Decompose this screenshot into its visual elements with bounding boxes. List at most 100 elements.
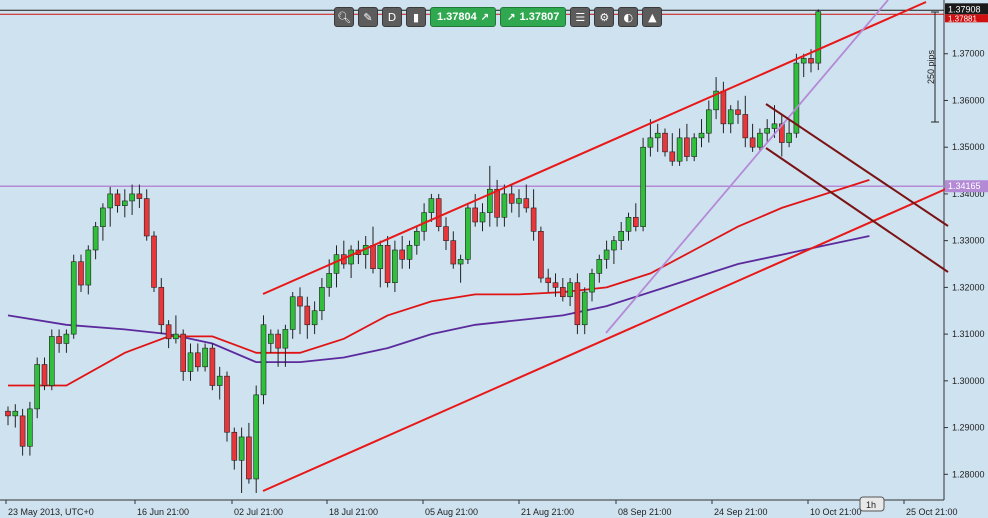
candle-body bbox=[48, 336, 55, 386]
candle-body bbox=[757, 132, 763, 148]
y-tick-label: 1.31000 bbox=[952, 329, 985, 339]
y-tick-label: 1.28000 bbox=[952, 469, 985, 479]
buy-price-button[interactable]: ↗ 1.37807 bbox=[500, 7, 567, 27]
candle-body bbox=[647, 137, 654, 148]
y-tick-label: 1.32000 bbox=[952, 282, 985, 292]
y-tick-label: 1.35000 bbox=[952, 142, 985, 152]
candle-body bbox=[216, 375, 223, 386]
candle-body bbox=[727, 109, 734, 125]
descending-channel-upper bbox=[765, 103, 949, 227]
candle-body bbox=[333, 254, 340, 274]
upper-channel-line bbox=[262, 1, 927, 295]
sell-price-button[interactable]: 1.37804 ↗ bbox=[430, 7, 497, 27]
candle-body bbox=[384, 245, 391, 284]
trend-line-purple bbox=[605, 0, 889, 334]
candle-body bbox=[530, 207, 537, 232]
candle-body bbox=[399, 249, 406, 260]
x-tick-label: 25 Oct 21:00 bbox=[906, 507, 958, 517]
candle-body bbox=[559, 287, 566, 298]
timeframe-d1-icon[interactable]: D bbox=[382, 7, 402, 27]
candle-body bbox=[238, 436, 245, 461]
candle-body bbox=[143, 198, 150, 237]
ask-price: 1.37807 bbox=[519, 11, 560, 23]
candle-body bbox=[85, 249, 92, 286]
candle-body bbox=[27, 408, 33, 447]
x-tick-label: 02 Jul 21:00 bbox=[234, 507, 283, 517]
candle-body bbox=[625, 216, 632, 232]
candle-body bbox=[122, 200, 128, 206]
candle-body bbox=[618, 231, 625, 241]
candle-body bbox=[611, 240, 617, 251]
candles-icon[interactable]: ▮ bbox=[406, 7, 426, 27]
candle-body bbox=[107, 193, 113, 209]
candle-body bbox=[669, 151, 676, 162]
current-price-box bbox=[945, 3, 988, 15]
candle-body bbox=[202, 347, 208, 368]
candle-body bbox=[78, 261, 84, 286]
x-tick-label: 24 Sep 21:00 bbox=[714, 507, 768, 517]
y-tick-label: 1.29000 bbox=[952, 423, 985, 433]
candle-body bbox=[508, 193, 515, 204]
candle-body bbox=[428, 198, 435, 213]
candle-body bbox=[70, 261, 77, 335]
candle-body bbox=[406, 245, 413, 260]
candle-body bbox=[41, 364, 48, 386]
horizontal-level-box bbox=[945, 180, 988, 193]
candle-body bbox=[282, 329, 289, 349]
candle-body bbox=[319, 287, 325, 312]
candle-body bbox=[19, 415, 26, 447]
candle-body bbox=[581, 291, 588, 326]
horizontal-level-label: 1.34165 bbox=[948, 181, 981, 191]
candle-body bbox=[523, 198, 530, 209]
zoom-icon[interactable]: 🔍︎ bbox=[334, 7, 354, 27]
candle-body bbox=[501, 193, 508, 218]
candle-body bbox=[34, 364, 41, 410]
current-price-label: 1.37908 bbox=[948, 4, 981, 14]
y-tick-label: 1.34000 bbox=[952, 189, 985, 199]
candle-body bbox=[289, 296, 296, 330]
candle-body bbox=[567, 282, 573, 298]
list-icon[interactable]: ☰ bbox=[570, 7, 591, 27]
descending-channel-lower bbox=[765, 147, 949, 273]
up-arrow-icon: ↗ bbox=[480, 11, 490, 23]
candle-body bbox=[231, 431, 238, 461]
gear-icon[interactable]: ⚙ bbox=[594, 7, 615, 27]
candle-body bbox=[545, 277, 552, 284]
candle-body bbox=[195, 352, 201, 368]
candle-body bbox=[165, 324, 172, 340]
candle-body bbox=[632, 216, 639, 227]
bid-price-box bbox=[945, 14, 988, 23]
crosshair-icon[interactable]: ✎ bbox=[358, 7, 378, 27]
candle-body bbox=[538, 231, 544, 279]
x-tick-label: 18 Jul 21:00 bbox=[329, 507, 378, 517]
screenshot-icon[interactable]: ▲ bbox=[642, 7, 663, 27]
candle-body bbox=[640, 146, 646, 227]
candle-body bbox=[450, 240, 457, 265]
measure-label: 250 pips bbox=[926, 49, 936, 84]
theme-icon[interactable]: ◐ bbox=[618, 7, 639, 27]
candle-body bbox=[705, 109, 712, 134]
candle-body bbox=[800, 58, 807, 64]
candle-body bbox=[815, 11, 822, 64]
y-tick-label: 1.33000 bbox=[952, 236, 985, 246]
x-tick-label: 10 Oct 21:00 bbox=[810, 507, 862, 517]
x-tick-label: 08 Sep 21:00 bbox=[618, 507, 672, 517]
timeframe-badge bbox=[859, 496, 885, 512]
candle-body bbox=[808, 58, 814, 64]
candle-body bbox=[596, 259, 603, 274]
candle-body bbox=[173, 333, 179, 340]
candle-body bbox=[304, 305, 311, 326]
x-tick-label: 16 Jun 21:00 bbox=[137, 507, 189, 517]
bid-price-label: 1.37881 bbox=[948, 14, 977, 23]
candle-body bbox=[136, 193, 143, 199]
candle-body bbox=[56, 336, 62, 344]
lower-channel-line bbox=[262, 187, 949, 492]
candle-body bbox=[479, 212, 486, 223]
candle-body bbox=[297, 296, 303, 307]
candle-body bbox=[713, 90, 719, 111]
bid-price: 1.37804 bbox=[437, 11, 477, 23]
candle-body bbox=[735, 109, 741, 115]
candle-body bbox=[158, 287, 165, 326]
candle-body bbox=[253, 394, 259, 480]
